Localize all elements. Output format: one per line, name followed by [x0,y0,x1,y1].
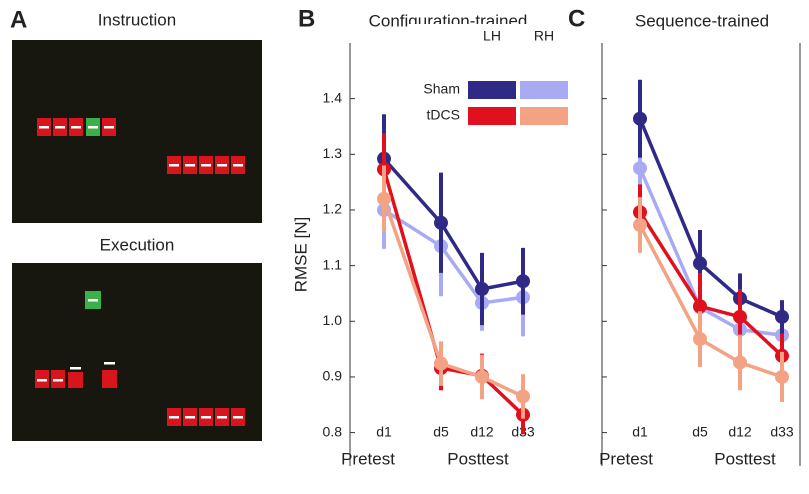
data-point [693,256,707,271]
data-point [516,274,530,289]
legend-swatch [520,81,568,99]
data-point [516,389,530,404]
panel-title: Instruction [98,10,176,29]
panel-title: Execution [100,235,175,254]
panel-letter: A [10,6,27,33]
y-axis-label: RMSE [N] [291,217,310,293]
legend-row-label: Sham [423,81,460,97]
data-point [633,218,647,233]
x-group-label: Pretest [599,449,653,468]
y-tick-label: 1.0 [323,312,343,328]
y-tick-label: 1.1 [323,256,343,272]
execution-screen [12,263,262,441]
legend-row-label: tDCS [427,107,460,123]
legend-swatch [468,107,516,125]
x-group-label: Posttest [447,449,509,468]
series-line [382,157,524,291]
legend-swatch [520,107,568,125]
x-group-label: Posttest [714,449,776,468]
data-point [475,282,489,297]
x-group-label: Pretest [341,449,395,468]
x-tick-label: d5 [433,424,449,440]
data-point [733,355,747,370]
instruction-screen [12,40,262,223]
data-point [733,309,747,324]
y-tick-label: 1.3 [323,145,343,161]
x-tick-label: d5 [692,424,708,440]
series-line [382,198,524,399]
data-point [693,332,707,347]
legend-swatch [468,81,516,99]
data-point [633,161,647,176]
x-tick-label: d1 [632,424,648,440]
series-line [638,167,783,337]
data-point [693,299,707,314]
y-tick-label: 0.9 [323,368,343,384]
panel-letter: C [568,5,585,32]
panel-letter: B [298,5,315,32]
series-line [638,224,783,379]
legend-column-label: LH [483,28,501,44]
data-point [434,356,448,371]
data-point [475,369,489,384]
data-point [377,191,391,206]
series-line [383,208,524,305]
legend-column-label: RH [534,28,554,44]
data-point [775,309,789,324]
data-point [434,215,448,230]
y-tick-label: 0.8 [323,423,343,439]
data-point [633,111,647,126]
y-tick-label: 1.4 [323,89,343,105]
x-tick-label: d1 [376,424,392,440]
x-tick-label: d33 [770,424,794,440]
series-line [382,168,525,417]
x-tick-label: d12 [728,424,752,440]
chart-title: Sequence-trained [635,11,769,30]
y-tick-label: 1.2 [323,201,343,217]
series-line [638,118,783,319]
data-point [775,369,789,384]
series-line [638,211,784,358]
x-tick-label: d12 [470,424,494,440]
